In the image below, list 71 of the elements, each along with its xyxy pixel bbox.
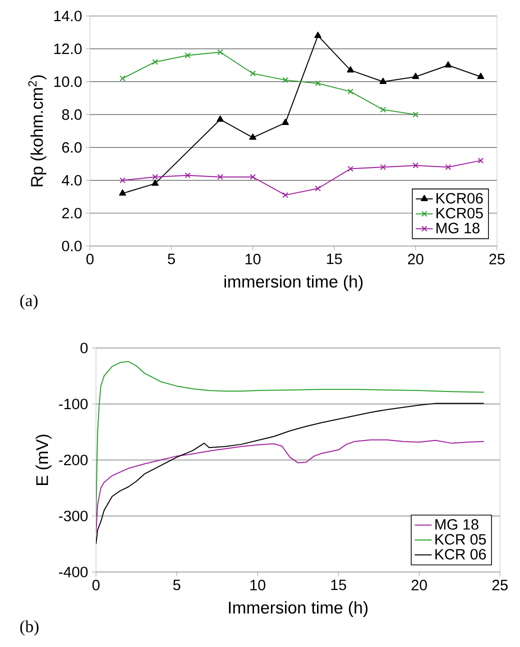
x-tick-label: 20 — [412, 580, 427, 590]
point — [282, 192, 288, 198]
x-tick-label: 10 — [246, 254, 261, 264]
point — [478, 158, 484, 164]
x-tick-label: 15 — [331, 580, 346, 590]
y-axis-title: Rp (kohm.cm$^{2}$) — [28, 75, 46, 186]
legend-label: KCR 06 — [435, 548, 486, 560]
point — [412, 162, 419, 168]
point — [152, 180, 159, 186]
y-tick-label: -400 — [58, 566, 88, 578]
point — [348, 88, 354, 95]
line-series — [96, 360, 484, 516]
y-tick-label: 14.0 — [54, 10, 82, 22]
point — [380, 106, 386, 113]
y-tick-label: 8.0 — [62, 109, 82, 120]
point — [282, 118, 289, 126]
point — [380, 164, 386, 170]
point — [184, 172, 191, 178]
point — [152, 59, 158, 65]
point — [412, 112, 419, 118]
point — [282, 77, 288, 84]
point — [184, 52, 191, 58]
point — [445, 164, 452, 170]
point — [314, 32, 322, 38]
y-tick-label: 0 — [80, 342, 88, 354]
point — [412, 72, 420, 80]
point — [250, 174, 256, 180]
point — [314, 186, 321, 192]
y-tick-label: 12.0 — [54, 44, 82, 54]
y-tick-label: -300 — [58, 510, 88, 522]
point — [314, 80, 321, 86]
x-tick-label: 25 — [492, 580, 508, 590]
y-axis-title: E (mV) — [36, 434, 52, 485]
point — [217, 49, 224, 56]
legend-label: KCR 05 — [435, 534, 486, 545]
legend-label: KCR05 — [436, 208, 483, 218]
x-tick-label: 5 — [173, 580, 180, 590]
point — [120, 75, 126, 82]
legend-label: MG 18 — [436, 222, 480, 234]
text: (a) — [20, 294, 38, 310]
point — [249, 134, 256, 140]
text: (b) — [20, 620, 39, 636]
point — [120, 177, 126, 184]
y-tick-label: 4.0 — [62, 174, 82, 186]
point — [216, 116, 224, 122]
x-tick-label: 5 — [168, 254, 175, 264]
x-tick-label: 10 — [250, 580, 266, 590]
legend-label: KCR06 — [436, 192, 483, 204]
point — [380, 78, 387, 84]
point — [444, 61, 452, 68]
x-tick-label: 0 — [92, 580, 100, 590]
x-axis-title: Immersion time (h) — [228, 601, 368, 617]
point — [119, 189, 126, 196]
point — [217, 174, 224, 180]
x-axis-title: immersion time (h) — [224, 275, 363, 291]
point — [152, 174, 158, 180]
point — [348, 166, 354, 172]
x-tick-label: 25 — [489, 254, 505, 264]
x-tick-label: 20 — [408, 254, 424, 264]
y-tick-label: 2.0 — [62, 208, 82, 218]
line-series — [96, 439, 484, 534]
x-tick-label: 15 — [327, 254, 342, 264]
point — [477, 72, 484, 80]
y-tick-label: -100 — [58, 398, 88, 410]
legend-label: MG 18 — [435, 519, 478, 530]
y-tick-label: 6.0 — [62, 142, 82, 153]
y-tick-label: 10.0 — [54, 76, 82, 87]
point — [250, 70, 256, 76]
point — [346, 66, 354, 72]
y-tick-label: 0.0 — [62, 240, 82, 252]
y-tick-label: -200 — [58, 454, 88, 466]
